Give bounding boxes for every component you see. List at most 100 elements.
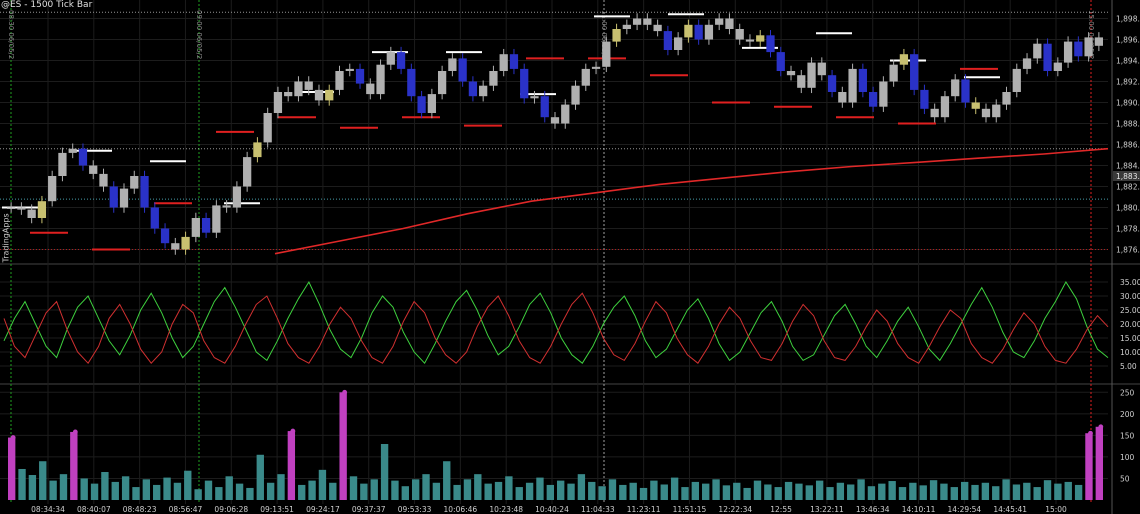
price-bar	[540, 96, 549, 118]
osc-label: 25.00	[1120, 306, 1140, 315]
price-label: 1,890.00	[1116, 99, 1140, 108]
price-bar	[325, 89, 334, 101]
volume-bar	[567, 483, 575, 500]
volume-bar	[878, 483, 886, 500]
volume-bar	[298, 484, 306, 500]
volume-bar	[536, 477, 544, 500]
price-bar	[109, 186, 118, 208]
price-bar	[694, 24, 703, 40]
current-price-label: 1,883.00	[1116, 172, 1140, 181]
price-label: 1,894.00	[1116, 57, 1140, 66]
price-bar	[314, 89, 324, 101]
price-bar	[27, 209, 36, 218]
volume-bar	[971, 484, 979, 500]
volume-bar	[909, 482, 917, 500]
price-bar	[786, 71, 796, 76]
time-label: 12:55	[770, 505, 792, 514]
time-label: 13:46:34	[856, 505, 890, 514]
price-bar	[448, 58, 457, 71]
volume-bar	[515, 487, 523, 500]
volume-bar	[608, 479, 617, 500]
volume-bar	[619, 484, 627, 500]
price-bar	[140, 176, 149, 208]
volume-bar	[360, 483, 368, 500]
osc-label: 30.00	[1120, 292, 1140, 301]
brand-watermark: TradingApps	[1, 213, 11, 263]
volume-bar	[329, 482, 337, 500]
time-label: 09:37:37	[352, 505, 386, 514]
time-label: 11:23:11	[627, 505, 661, 514]
price-bar	[868, 92, 878, 107]
volume-bar	[981, 482, 990, 500]
price-bar	[355, 68, 365, 84]
volume-bar	[184, 470, 192, 500]
volume-bar	[90, 483, 99, 500]
current-price-tag	[1113, 171, 1140, 181]
price-bar	[499, 54, 508, 71]
price-bar	[1063, 41, 1073, 63]
volume-bar	[992, 486, 1000, 500]
price-bar	[920, 89, 929, 109]
price-bar	[561, 104, 570, 124]
volume-bar	[722, 485, 731, 500]
volume-bar	[1064, 481, 1072, 500]
session-marker-label: 08:30 06/05/2	[7, 10, 15, 59]
volume-label: 100	[1120, 453, 1135, 462]
price-bar	[571, 85, 580, 105]
volume-bar	[266, 482, 275, 500]
volume-bar	[629, 482, 637, 500]
volume-bar	[826, 487, 834, 500]
volume-bar	[339, 392, 347, 500]
volume-bar	[805, 485, 813, 500]
volume-bar	[940, 483, 948, 500]
volume-bar	[8, 437, 16, 500]
time-label: 09:53:33	[398, 505, 432, 514]
volume-bar	[142, 479, 151, 500]
volume-bar	[960, 481, 969, 500]
volume-bar	[670, 477, 679, 500]
price-bar	[1053, 62, 1062, 71]
price-label: 1,880.00	[1116, 204, 1140, 213]
price-label: 1,878.00	[1116, 225, 1140, 234]
osc-label: 35.00	[1120, 278, 1140, 287]
volume-bar	[432, 482, 441, 500]
volume-bar	[153, 484, 161, 500]
volume-bar	[1095, 426, 1103, 500]
price-bar	[150, 207, 159, 229]
volume-bar	[349, 476, 358, 500]
volume-bar	[308, 480, 316, 500]
price-bar	[253, 142, 262, 158]
price-bar	[981, 108, 991, 118]
volume-panel	[8, 389, 1104, 500]
vwap-line	[274, 147, 1109, 255]
price-bar	[910, 54, 919, 90]
price-bar	[684, 24, 693, 38]
price-bar	[386, 52, 395, 65]
price-bar	[992, 104, 1001, 118]
volume-bar	[702, 483, 710, 500]
volume-bar	[888, 481, 896, 500]
volume-bar	[80, 478, 88, 500]
volume-bar	[194, 489, 202, 500]
volume-bar	[743, 487, 751, 500]
volume-bar	[411, 479, 420, 500]
volume-bar	[173, 482, 182, 500]
price-bar	[243, 157, 252, 187]
price-bar	[520, 68, 529, 99]
time-label: 10:06:46	[444, 505, 478, 514]
price-label: 1,896.00	[1116, 36, 1140, 45]
volume-bar	[836, 482, 845, 500]
volume-bar	[18, 468, 26, 500]
volume-bar	[453, 484, 461, 500]
price-bar	[1094, 37, 1103, 46]
volume-bar	[929, 480, 938, 500]
price-bar	[1043, 43, 1052, 71]
support-resistance-levels	[2, 13, 1000, 251]
volume-bar	[795, 483, 803, 500]
price-label: 1,892.00	[1116, 78, 1140, 87]
volume-bar	[867, 486, 876, 500]
session-marker-label: 15:00 06/05/2	[1087, 10, 1095, 59]
time-label: 08:56:47	[169, 505, 203, 514]
volume-bar	[898, 487, 907, 500]
volume-bar	[391, 480, 399, 500]
